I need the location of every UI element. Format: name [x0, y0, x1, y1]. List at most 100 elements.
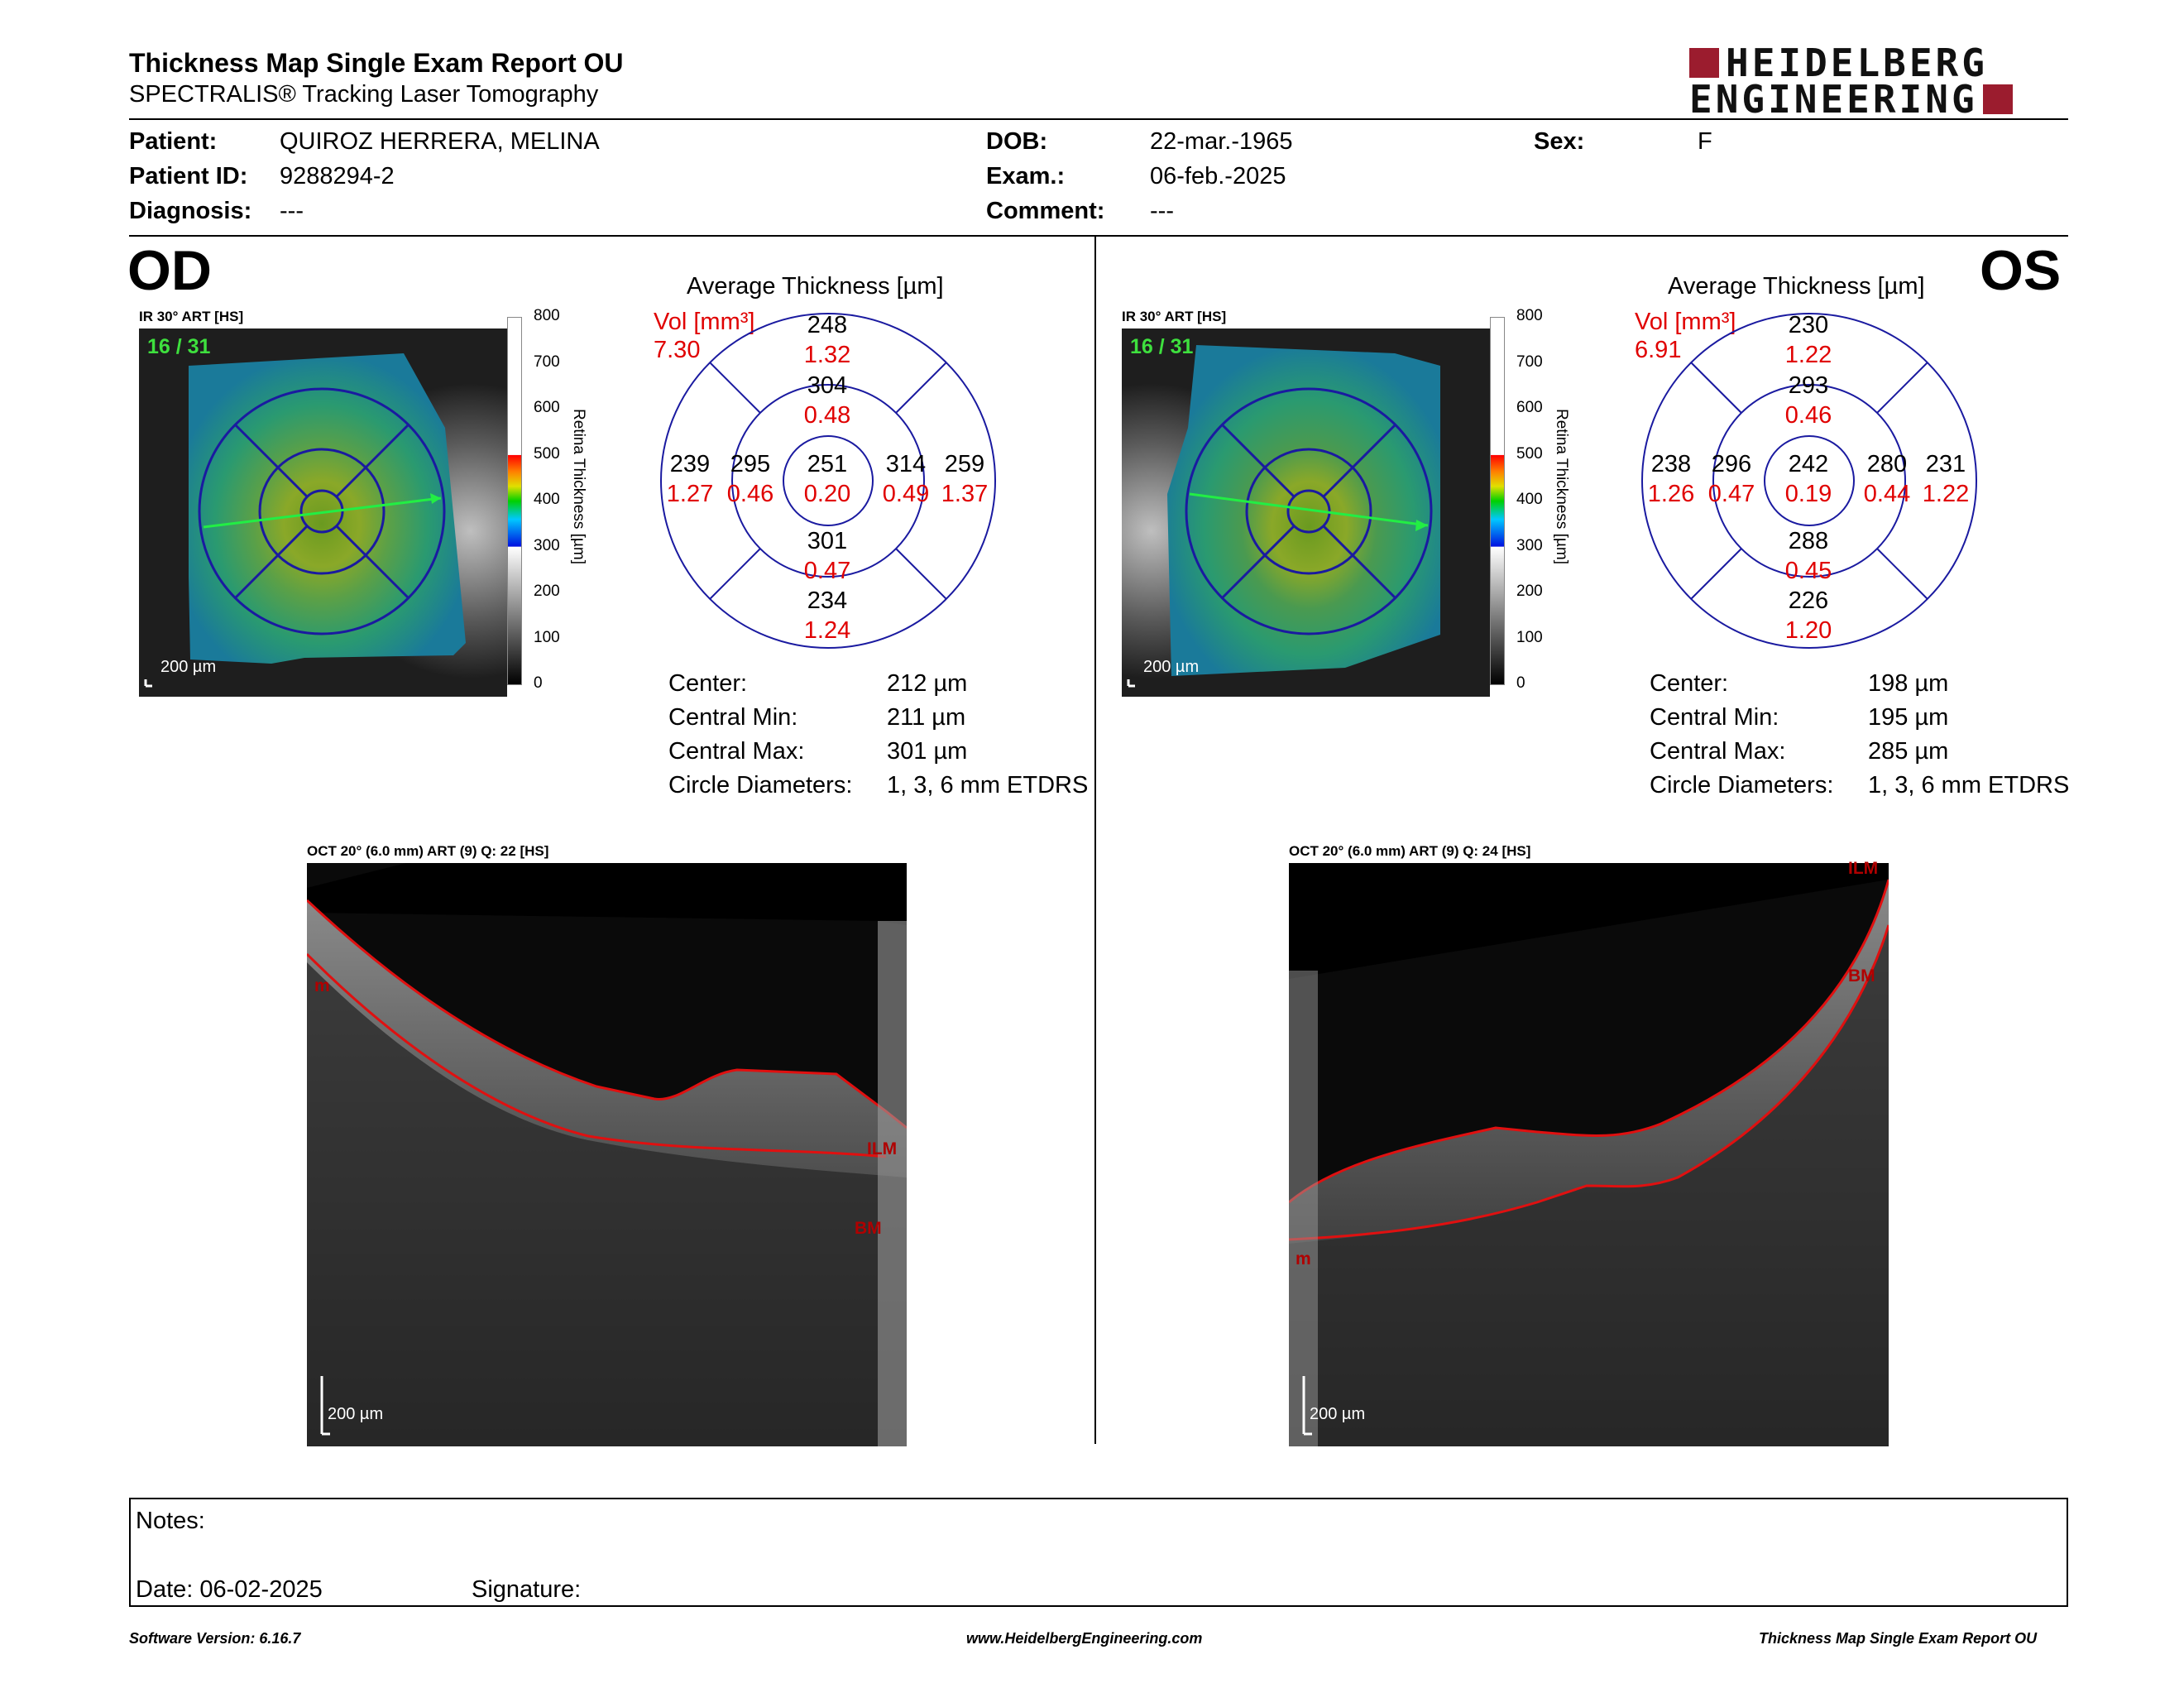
notes-label: Notes: — [136, 1508, 205, 1534]
os-vol-value: 6.91 — [1635, 337, 1682, 363]
os-scale-label: 200 µm — [1143, 658, 1200, 676]
os-oct-label: OCT 20° (6.0 mm) ART (9) Q: 24 [HS] — [1289, 843, 1531, 859]
od-inner-inferior-thickness: 301 — [807, 528, 848, 554]
od-cb-tick: 100 — [534, 629, 560, 646]
os-outer-left-thickness: 238 — [1650, 451, 1692, 477]
od-ir-thickness-map — [139, 328, 507, 697]
logo-line-2: ENGINEERING — [1689, 77, 1978, 122]
os-inner-inferior-volume: 0.45 — [1784, 558, 1832, 584]
os-oct-bscan — [1289, 863, 1889, 1446]
od-min-label: Central Min: — [668, 704, 798, 731]
od-vol-label: Vol [mm³] — [654, 309, 755, 335]
od-inner-right-volume: 0.49 — [882, 481, 930, 507]
os-max-value: 285 µm — [1868, 738, 1949, 765]
exam-value: 06-feb.-2025 — [1150, 163, 1286, 189]
patient-divider — [129, 235, 2068, 237]
od-inner-left-volume: 0.46 — [726, 481, 774, 507]
od-cb-tick: 300 — [534, 537, 560, 554]
os-min-label: Central Min: — [1650, 704, 1779, 731]
od-colorbar-title: Retina Thickness [µm] — [570, 409, 587, 564]
footer-report-name: Thickness Map Single Exam Report OU — [1759, 1630, 2038, 1647]
od-inner-inferior-volume: 0.47 — [803, 558, 851, 584]
website-link[interactable]: www.HeidelbergEngineering.com — [966, 1630, 1203, 1647]
dob-label: DOB: — [986, 128, 1048, 155]
os-inner-superior-thickness: 293 — [1788, 372, 1829, 399]
od-etdrs-grid — [660, 313, 996, 649]
od-inner-right-thickness: 314 — [885, 451, 927, 477]
os-oct-scale-label: 200 µm — [1310, 1405, 1366, 1423]
od-side-marker: m — [314, 976, 330, 995]
os-max-label: Central Max: — [1650, 738, 1786, 765]
notes-box[interactable] — [129, 1498, 2068, 1607]
od-max-label: Central Max: — [668, 738, 805, 765]
od-ir-label: IR 30° ART [HS] — [139, 309, 244, 324]
comment-label: Comment: — [986, 198, 1105, 224]
os-cb-tick: 300 — [1516, 537, 1543, 554]
exam-label: Exam.: — [986, 163, 1066, 189]
os-diam-value: 1, 3, 6 mm ETDRS — [1868, 772, 2070, 798]
os-ilm-label: ILM — [1848, 859, 1879, 878]
os-outer-inferior-thickness: 226 — [1788, 587, 1829, 614]
os-label: OS — [1980, 239, 2062, 302]
od-max-value: 301 µm — [887, 738, 968, 765]
os-inner-left-volume: 0.47 — [1707, 481, 1755, 507]
os-cb-tick: 0 — [1516, 674, 1525, 692]
os-cb-tick: 200 — [1516, 583, 1543, 600]
report-subtitle: SPECTRALIS® Tracking Laser Tomography — [129, 81, 599, 108]
os-ir-thickness-map — [1122, 328, 1490, 697]
report-title: Thickness Map Single Exam Report OU — [129, 48, 624, 78]
od-outer-right-thickness: 259 — [944, 451, 985, 477]
od-label: OD — [127, 239, 212, 302]
od-scale-label: 200 µm — [160, 658, 217, 676]
od-outer-left-volume: 1.27 — [666, 481, 714, 507]
od-oct-bscan — [307, 863, 907, 1446]
os-scan-counter: 16 / 31 — [1130, 335, 1194, 358]
od-center-volume: 0.20 — [803, 481, 851, 507]
os-cb-tick: 800 — [1516, 307, 1543, 324]
od-center-value: 212 µm — [887, 670, 968, 697]
od-outer-superior-thickness: 248 — [807, 312, 848, 338]
os-diam-label: Circle Diameters: — [1650, 772, 1834, 798]
os-cb-tick: 700 — [1516, 353, 1543, 371]
os-side-marker: m — [1296, 1249, 1311, 1268]
os-outer-superior-volume: 1.22 — [1784, 342, 1832, 368]
od-cb-tick: 600 — [534, 399, 560, 416]
od-cb-tick: 200 — [534, 583, 560, 600]
os-inner-right-thickness: 280 — [1866, 451, 1908, 477]
patient-id: 9288294-2 — [280, 163, 395, 189]
os-center-value: 198 µm — [1868, 670, 1949, 697]
patient-id-label: Patient ID: — [129, 163, 248, 189]
od-outer-inferior-thickness: 234 — [807, 587, 848, 614]
os-center-label: Center: — [1650, 670, 1729, 697]
os-inner-inferior-thickness: 288 — [1788, 528, 1829, 554]
logo-line-1: HEIDELBERG — [1726, 41, 1988, 85]
od-etdrs-title: Average Thickness [µm] — [687, 273, 944, 300]
od-thickness-colorbar — [507, 317, 522, 685]
sex-value: F — [1698, 128, 1712, 155]
dob-value: 22-mar.-1965 — [1150, 128, 1293, 155]
os-cb-tick: 500 — [1516, 445, 1543, 463]
diagnosis-label: Diagnosis: — [129, 198, 252, 224]
sex-label: Sex: — [1534, 128, 1585, 155]
od-inner-superior-thickness: 304 — [807, 372, 848, 399]
od-diam-value: 1, 3, 6 mm ETDRS — [887, 772, 1089, 798]
os-center-thickness: 242 — [1788, 451, 1829, 477]
od-inner-superior-volume: 0.48 — [803, 402, 851, 429]
od-outer-superior-volume: 1.32 — [803, 342, 851, 368]
os-bm-label: BM — [1848, 966, 1875, 985]
od-scan-counter: 16 / 31 — [147, 335, 211, 358]
od-outer-left-thickness: 239 — [669, 451, 711, 477]
date-label: Date: 06-02-2025 — [136, 1576, 323, 1603]
od-oct-scale-label: 200 µm — [328, 1405, 384, 1423]
os-colorbar-title: Retina Thickness [µm] — [1553, 409, 1570, 564]
os-cb-tick: 400 — [1516, 491, 1543, 508]
os-outer-inferior-volume: 1.20 — [1784, 617, 1832, 644]
os-outer-right-volume: 1.22 — [1922, 481, 1970, 507]
od-vol-value: 7.30 — [654, 337, 701, 363]
od-cb-tick: 0 — [534, 674, 543, 692]
od-outer-inferior-volume: 1.24 — [803, 617, 851, 644]
od-diam-label: Circle Diameters: — [668, 772, 853, 798]
os-outer-left-volume: 1.26 — [1647, 481, 1695, 507]
patient-label: Patient: — [129, 128, 218, 155]
os-center-volume: 0.19 — [1784, 481, 1832, 507]
